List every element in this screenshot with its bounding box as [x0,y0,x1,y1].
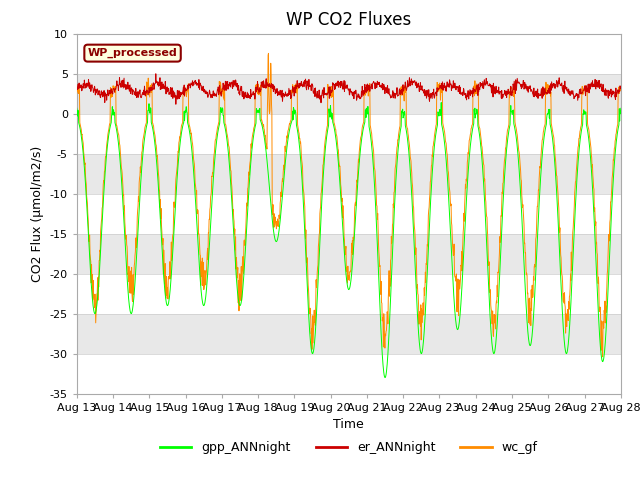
Y-axis label: CO2 Flux (μmol/m2/s): CO2 Flux (μmol/m2/s) [31,145,44,282]
gpp_ANNnight [180,118,188,123]
wc_gf [194,207,202,213]
X-axis label: Time: Time [333,418,364,431]
er_ANNnight [172,101,180,107]
wc_gf [599,354,607,360]
er_ANNnight [73,85,81,91]
gpp_ANNnight [73,106,81,111]
wc_gf [617,87,625,93]
Text: WP_processed: WP_processed [88,48,177,58]
wc_gf [434,80,442,86]
wc_gf [505,123,513,129]
wc_gf [73,88,81,94]
er_ANNnight [182,85,189,91]
gpp_ANNnight [617,106,625,111]
wc_gf [180,85,188,91]
gpp_ANNnight [505,128,513,133]
er_ANNnight [505,89,513,95]
Line: gpp_ANNnight: gpp_ANNnight [77,103,621,377]
er_ANNnight [195,84,202,90]
wc_gf [255,92,262,97]
gpp_ANNnight [437,100,445,106]
Legend: gpp_ANNnight, er_ANNnight, wc_gf: gpp_ANNnight, er_ANNnight, wc_gf [155,436,543,459]
er_ANNnight [617,84,625,90]
wc_gf [264,50,272,56]
Bar [77,313,621,354]
Bar [77,154,621,193]
er_ANNnight [434,85,442,91]
Line: er_ANNnight: er_ANNnight [77,74,621,104]
Line: wc_gf: wc_gf [77,53,621,357]
er_ANNnight [152,71,159,77]
gpp_ANNnight [255,107,262,113]
er_ANNnight [553,78,561,84]
wc_gf [553,173,561,179]
Title: WP CO2 Fluxes: WP CO2 Fluxes [286,11,412,29]
gpp_ANNnight [553,194,561,200]
gpp_ANNnight [194,237,202,243]
gpp_ANNnight [434,122,442,128]
Bar [77,234,621,274]
gpp_ANNnight [381,374,388,380]
Bar [77,73,621,114]
er_ANNnight [255,85,263,91]
